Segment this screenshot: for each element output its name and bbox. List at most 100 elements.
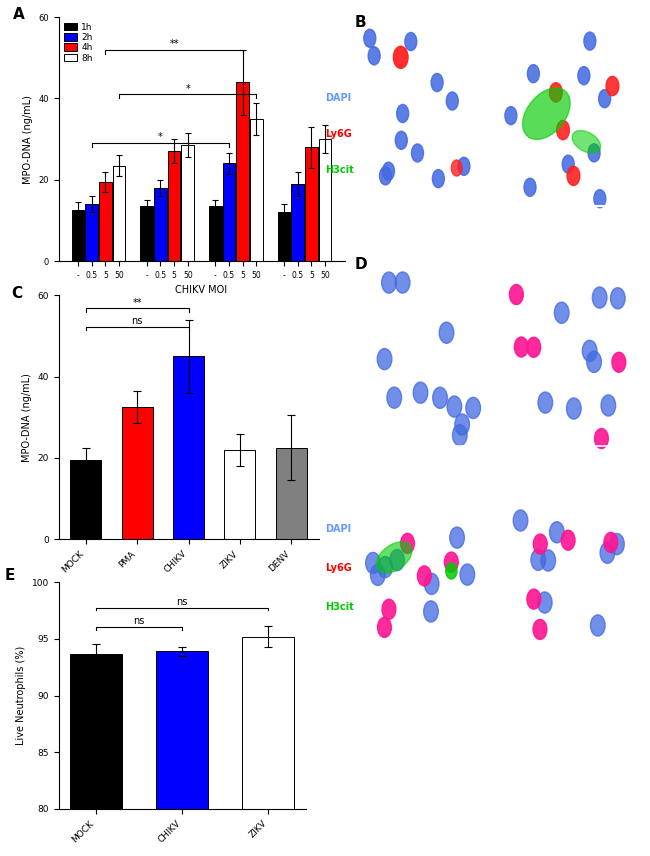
- Circle shape: [366, 552, 380, 574]
- Circle shape: [396, 104, 409, 122]
- Circle shape: [411, 144, 424, 162]
- Text: E: E: [4, 568, 14, 584]
- Circle shape: [531, 550, 545, 570]
- Bar: [85, 205, 98, 261]
- Circle shape: [554, 302, 569, 324]
- Circle shape: [424, 601, 438, 622]
- Bar: [168, 152, 180, 261]
- Circle shape: [527, 589, 541, 609]
- Bar: [72, 211, 84, 261]
- Circle shape: [538, 392, 552, 413]
- Bar: [276, 448, 307, 539]
- Text: A: A: [13, 8, 25, 22]
- Circle shape: [447, 396, 462, 417]
- Circle shape: [447, 92, 458, 110]
- Text: DAPI: DAPI: [325, 93, 351, 104]
- Ellipse shape: [376, 542, 412, 574]
- Text: Ly6G: Ly6G: [325, 129, 352, 139]
- Bar: [156, 651, 208, 856]
- Bar: [70, 653, 122, 856]
- Circle shape: [405, 33, 417, 51]
- Circle shape: [527, 64, 540, 83]
- Circle shape: [588, 144, 600, 162]
- Circle shape: [439, 322, 454, 343]
- Text: **: **: [133, 298, 142, 307]
- Bar: [99, 181, 112, 261]
- Text: *: *: [158, 133, 162, 142]
- Circle shape: [549, 83, 562, 102]
- Circle shape: [592, 287, 607, 308]
- Circle shape: [524, 178, 536, 196]
- Bar: [154, 188, 166, 261]
- Circle shape: [604, 532, 618, 552]
- Circle shape: [413, 382, 428, 403]
- Circle shape: [455, 414, 469, 435]
- Bar: [242, 637, 294, 856]
- Circle shape: [582, 340, 597, 361]
- Circle shape: [458, 158, 470, 175]
- Text: H3cit: H3cit: [325, 165, 354, 175]
- Circle shape: [505, 107, 517, 125]
- Circle shape: [451, 160, 462, 176]
- Text: B: B: [354, 15, 366, 30]
- Circle shape: [460, 564, 474, 586]
- Circle shape: [510, 284, 523, 305]
- Circle shape: [395, 131, 408, 149]
- Title: DENV: DENV: [556, 254, 584, 265]
- Circle shape: [610, 288, 625, 309]
- Circle shape: [567, 166, 580, 186]
- Circle shape: [533, 620, 547, 639]
- Circle shape: [452, 425, 467, 446]
- Text: ns: ns: [176, 597, 188, 607]
- Circle shape: [445, 552, 458, 572]
- Bar: [291, 184, 304, 261]
- Text: H3cit: H3cit: [325, 602, 354, 612]
- Bar: [173, 356, 204, 539]
- Text: Ly6G: Ly6G: [325, 563, 352, 573]
- Circle shape: [368, 47, 380, 65]
- Circle shape: [382, 272, 396, 294]
- Circle shape: [514, 337, 528, 357]
- Bar: [223, 163, 235, 261]
- Text: **: **: [169, 39, 179, 49]
- Circle shape: [587, 351, 601, 372]
- Circle shape: [538, 592, 552, 613]
- Circle shape: [606, 76, 619, 96]
- Y-axis label: Live Neutrophils (%): Live Neutrophils (%): [16, 646, 26, 745]
- Circle shape: [450, 527, 464, 548]
- Circle shape: [562, 155, 574, 173]
- Y-axis label: MPO-DNA (ng/mL): MPO-DNA (ng/mL): [21, 373, 32, 461]
- Title: ZIKV: ZIKV: [559, 460, 582, 470]
- Ellipse shape: [572, 131, 601, 153]
- Circle shape: [378, 617, 391, 638]
- Circle shape: [612, 352, 626, 372]
- Circle shape: [431, 74, 443, 92]
- Circle shape: [387, 387, 402, 408]
- Circle shape: [378, 556, 393, 578]
- Circle shape: [400, 533, 415, 553]
- Bar: [140, 206, 153, 261]
- Bar: [319, 140, 332, 261]
- Title: CHIKV MOI 5 40x: CHIKV MOI 5 40x: [529, 6, 612, 16]
- Title: MOCK 40x: MOCK 40x: [402, 6, 452, 16]
- Circle shape: [364, 29, 376, 47]
- Circle shape: [382, 599, 396, 619]
- Circle shape: [594, 190, 606, 208]
- Text: DAPI: DAPI: [325, 524, 351, 534]
- Circle shape: [584, 32, 596, 51]
- Bar: [278, 212, 291, 261]
- Circle shape: [567, 398, 581, 419]
- Text: MOI 5: MOI 5: [176, 666, 202, 675]
- X-axis label: CHIKV MOI: CHIKV MOI: [176, 285, 227, 295]
- Bar: [112, 165, 125, 261]
- Circle shape: [432, 169, 445, 187]
- Circle shape: [417, 566, 432, 586]
- Circle shape: [590, 615, 605, 636]
- Title: CHIKV: CHIKV: [412, 460, 443, 470]
- Circle shape: [393, 46, 408, 68]
- Circle shape: [433, 387, 447, 408]
- Circle shape: [466, 397, 480, 419]
- Circle shape: [595, 429, 608, 449]
- Circle shape: [424, 574, 439, 594]
- Text: ns: ns: [131, 316, 143, 326]
